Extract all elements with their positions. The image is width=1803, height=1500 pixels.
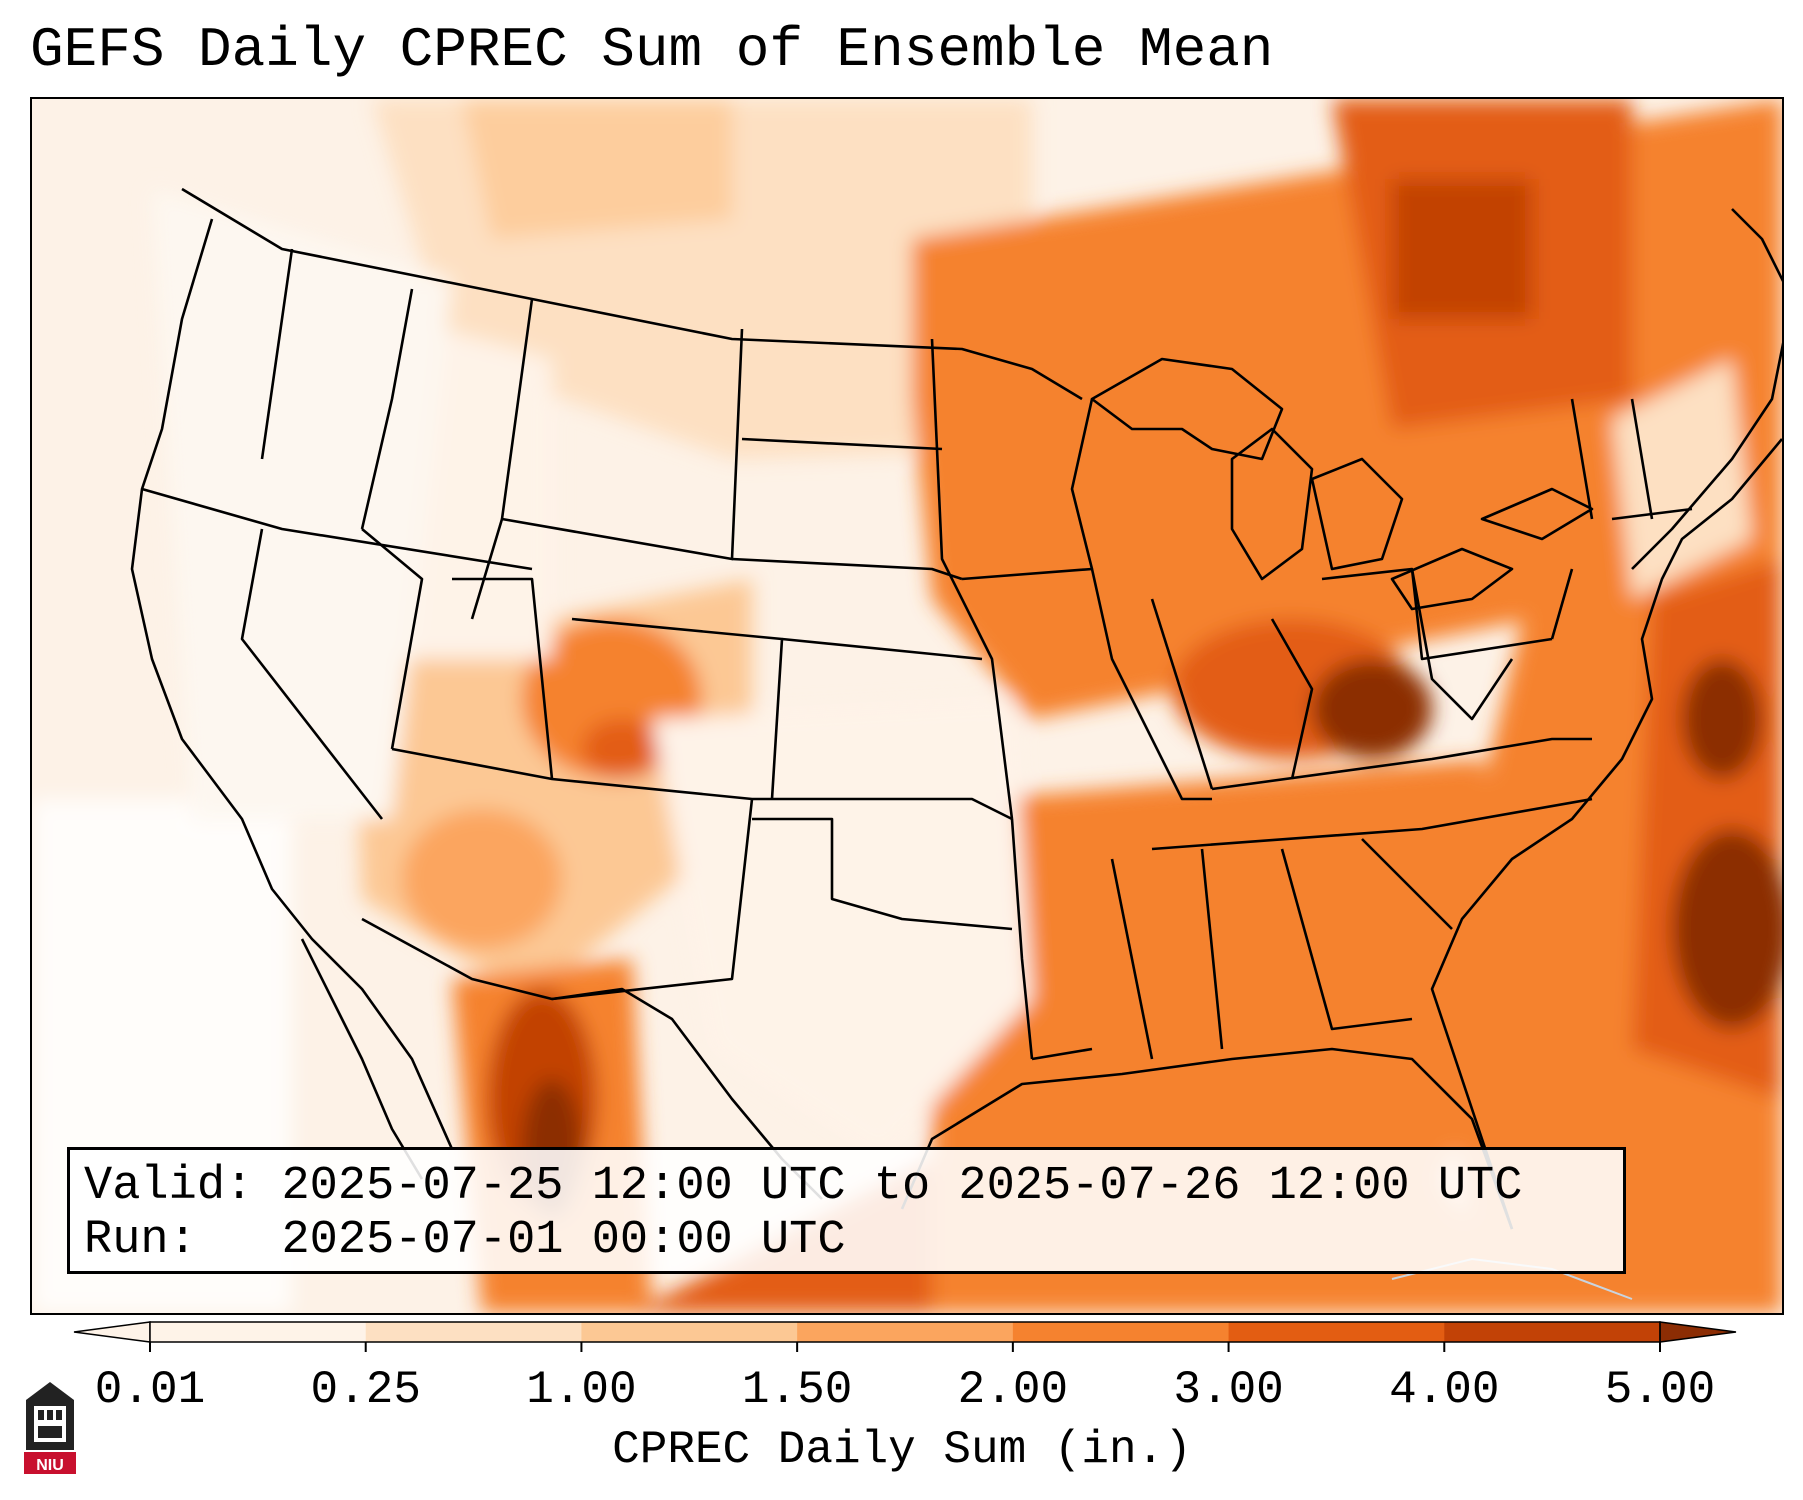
valid-run-info-box: Valid: 2025-07-25 12:00 UTC to 2025-07-2… <box>67 1147 1626 1274</box>
run-row: Run: 2025-07-01 00:00 UTC <box>84 1214 1609 1268</box>
colorbar-tick-label: 5.00 <box>1605 1364 1715 1416</box>
colorbar-segment <box>797 1322 1014 1342</box>
niu-logo-text: NIU <box>36 1457 64 1474</box>
niu-logo-icon: NIU <box>24 1382 76 1474</box>
map-canvas <box>32 99 1782 1313</box>
colorbar-segment <box>150 1322 367 1342</box>
map-title: GEFS Daily CPREC Sum of Ensemble Mean <box>30 18 1274 82</box>
state-boundaries <box>130 187 1782 1230</box>
colorbar-tick-label: 4.00 <box>1389 1364 1499 1416</box>
colorbar-segment <box>1228 1322 1445 1342</box>
colorbar-outline <box>149 1321 1661 1343</box>
valid-row: Valid: 2025-07-25 12:00 UTC to 2025-07-2… <box>84 1160 1609 1214</box>
colorbar-extend-min <box>73 1321 151 1343</box>
colorbar-tick-label: 1.00 <box>526 1364 636 1416</box>
colorbar-ticks: 0.01 0.25 1.00 1.50 2.00 3.00 4.00 5.00 <box>95 1342 1715 1416</box>
colorbar-tick-label: 0.25 <box>311 1364 421 1416</box>
colorbar-segment <box>1012 1322 1230 1342</box>
colorbar-extend-max <box>1659 1321 1737 1343</box>
valid-label: Valid: <box>84 1160 254 1213</box>
colorbar-tick-label: 0.01 <box>95 1364 205 1416</box>
colorbar-tick-label: 3.00 <box>1173 1364 1283 1416</box>
colorbar-tick-label: 2.00 <box>958 1364 1068 1416</box>
precipitation-map <box>30 97 1784 1315</box>
colorbar-tick-label: 1.50 <box>742 1364 852 1416</box>
run-label: Run: <box>84 1214 197 1267</box>
run-value: 2025-07-01 00:00 UTC <box>281 1214 846 1267</box>
colorbar-segment <box>581 1322 798 1342</box>
niu-logo-band <box>24 1452 76 1474</box>
valid-value: 2025-07-25 12:00 UTC to 2025-07-26 12:00… <box>281 1160 1523 1213</box>
colorbar-segment <box>365 1322 582 1342</box>
colorbar-label: CPREC Daily Sum (in.) <box>612 1424 1192 1476</box>
colorbar-segments <box>73 1321 1737 1343</box>
colorbar-segment <box>1444 1322 1661 1342</box>
colorbar: 0.01 0.25 1.00 1.50 2.00 3.00 4.00 5.00 CPREC D… <box>73 1321 1737 1476</box>
